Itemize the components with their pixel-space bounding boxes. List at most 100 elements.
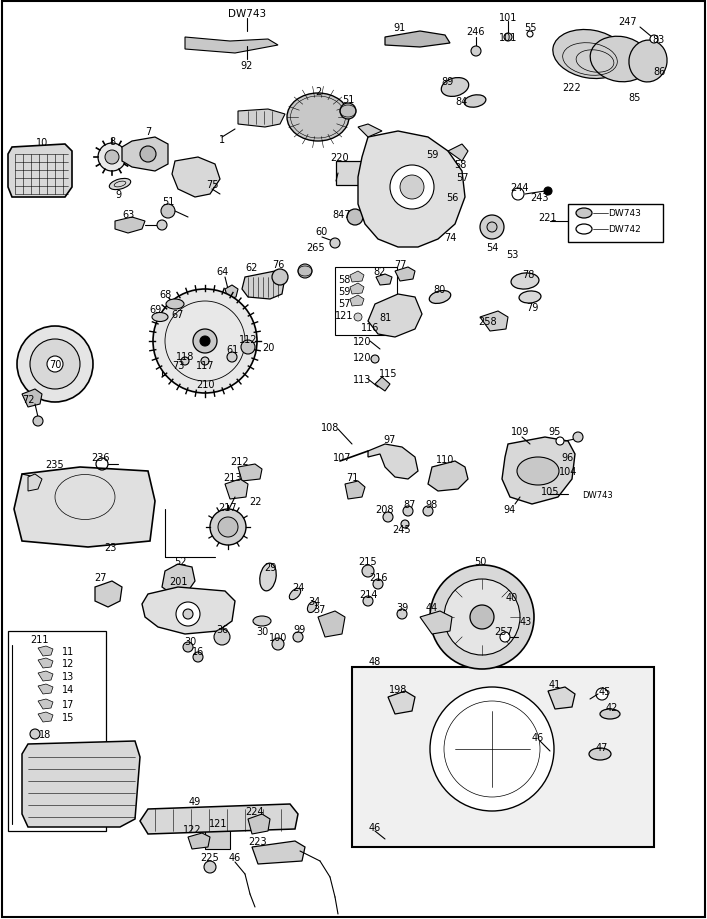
Text: 20: 20	[262, 343, 274, 353]
Text: 18: 18	[39, 729, 51, 739]
Text: 220: 220	[331, 153, 349, 163]
Circle shape	[193, 652, 203, 663]
Text: 30: 30	[184, 636, 196, 646]
Ellipse shape	[576, 209, 592, 219]
Text: 46: 46	[369, 823, 381, 832]
Text: 63: 63	[122, 210, 134, 220]
Text: 17: 17	[62, 699, 74, 709]
Circle shape	[430, 565, 534, 669]
Text: 15: 15	[62, 712, 74, 722]
Polygon shape	[252, 841, 305, 864]
Text: 34: 34	[308, 596, 320, 607]
Text: 23: 23	[104, 542, 116, 552]
Text: 82: 82	[374, 267, 386, 277]
Polygon shape	[8, 145, 72, 198]
Text: 98: 98	[426, 499, 438, 509]
Polygon shape	[388, 691, 415, 714]
Text: 67: 67	[172, 310, 185, 320]
Ellipse shape	[289, 589, 300, 600]
Polygon shape	[448, 145, 468, 162]
Text: 215: 215	[358, 556, 378, 566]
Text: 120: 120	[353, 336, 371, 346]
Text: 12: 12	[62, 658, 74, 668]
Text: 201: 201	[169, 576, 187, 586]
Text: 112: 112	[239, 335, 257, 345]
Text: 16: 16	[192, 646, 204, 656]
Circle shape	[373, 579, 383, 589]
Circle shape	[400, 176, 424, 199]
Circle shape	[390, 165, 434, 210]
Polygon shape	[350, 296, 364, 307]
Circle shape	[98, 144, 126, 172]
Circle shape	[200, 336, 210, 346]
Circle shape	[470, 606, 494, 630]
Text: 75: 75	[206, 180, 218, 190]
Text: 122: 122	[182, 824, 201, 834]
Text: 48: 48	[369, 656, 381, 666]
Polygon shape	[350, 284, 364, 295]
Ellipse shape	[519, 291, 541, 303]
Polygon shape	[375, 378, 390, 391]
Text: 108: 108	[321, 423, 339, 433]
Text: 208: 208	[375, 505, 395, 515]
Text: 70: 70	[49, 359, 62, 369]
Text: 71: 71	[346, 472, 358, 482]
Polygon shape	[480, 312, 508, 332]
Circle shape	[401, 520, 409, 528]
Bar	[336, 162, 374, 186]
Circle shape	[183, 642, 193, 652]
Text: 30: 30	[256, 627, 268, 636]
Text: 115: 115	[379, 369, 397, 379]
Text: 96: 96	[562, 452, 574, 462]
Circle shape	[193, 330, 217, 354]
Ellipse shape	[308, 602, 317, 613]
Text: 120: 120	[353, 353, 371, 363]
Circle shape	[204, 861, 216, 873]
Text: 57: 57	[338, 299, 350, 309]
Text: 247: 247	[619, 17, 637, 27]
Circle shape	[330, 239, 340, 249]
Text: 72: 72	[22, 394, 34, 404]
Polygon shape	[140, 804, 298, 834]
Text: 59: 59	[426, 150, 438, 160]
Circle shape	[181, 357, 189, 366]
Polygon shape	[358, 125, 382, 138]
Circle shape	[30, 729, 40, 739]
Text: 258: 258	[479, 317, 497, 326]
Text: 87: 87	[404, 499, 416, 509]
Text: 265: 265	[307, 243, 325, 253]
Circle shape	[544, 187, 552, 196]
Polygon shape	[22, 390, 42, 407]
Polygon shape	[368, 445, 418, 480]
Circle shape	[340, 104, 356, 119]
Text: 210: 210	[196, 380, 214, 390]
Ellipse shape	[600, 709, 620, 720]
Text: 101: 101	[499, 33, 518, 43]
Text: 58: 58	[338, 275, 350, 285]
Polygon shape	[38, 699, 53, 709]
Text: 51: 51	[162, 197, 174, 207]
Text: 86: 86	[654, 67, 666, 77]
Text: 54: 54	[486, 243, 498, 253]
Circle shape	[650, 36, 658, 44]
Polygon shape	[368, 295, 422, 337]
Text: 217: 217	[218, 503, 238, 513]
Text: 40: 40	[506, 593, 518, 602]
Circle shape	[210, 509, 246, 545]
Text: 39: 39	[396, 602, 408, 612]
Circle shape	[397, 609, 407, 619]
Text: 44: 44	[426, 602, 438, 612]
Circle shape	[293, 632, 303, 642]
Text: 113: 113	[353, 375, 371, 384]
Text: 97: 97	[384, 435, 396, 445]
Ellipse shape	[589, 748, 611, 760]
Text: 100: 100	[269, 632, 287, 642]
Polygon shape	[38, 685, 53, 694]
Polygon shape	[242, 272, 285, 300]
Circle shape	[362, 565, 374, 577]
Text: 69: 69	[149, 305, 161, 314]
Polygon shape	[38, 658, 53, 668]
Text: 84: 84	[456, 96, 468, 107]
Text: DW743: DW743	[609, 210, 641, 218]
Circle shape	[153, 289, 257, 393]
